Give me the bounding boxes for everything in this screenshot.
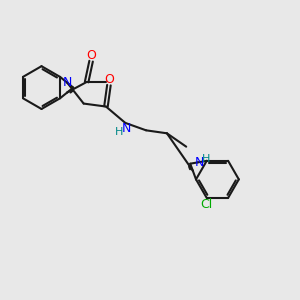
Text: O: O <box>86 49 96 62</box>
Text: O: O <box>104 73 114 86</box>
Text: N: N <box>63 76 72 89</box>
Text: N: N <box>194 156 204 169</box>
Text: H: H <box>202 154 210 164</box>
Text: N: N <box>122 122 131 135</box>
Text: Cl: Cl <box>201 198 213 211</box>
Text: H: H <box>115 128 123 137</box>
